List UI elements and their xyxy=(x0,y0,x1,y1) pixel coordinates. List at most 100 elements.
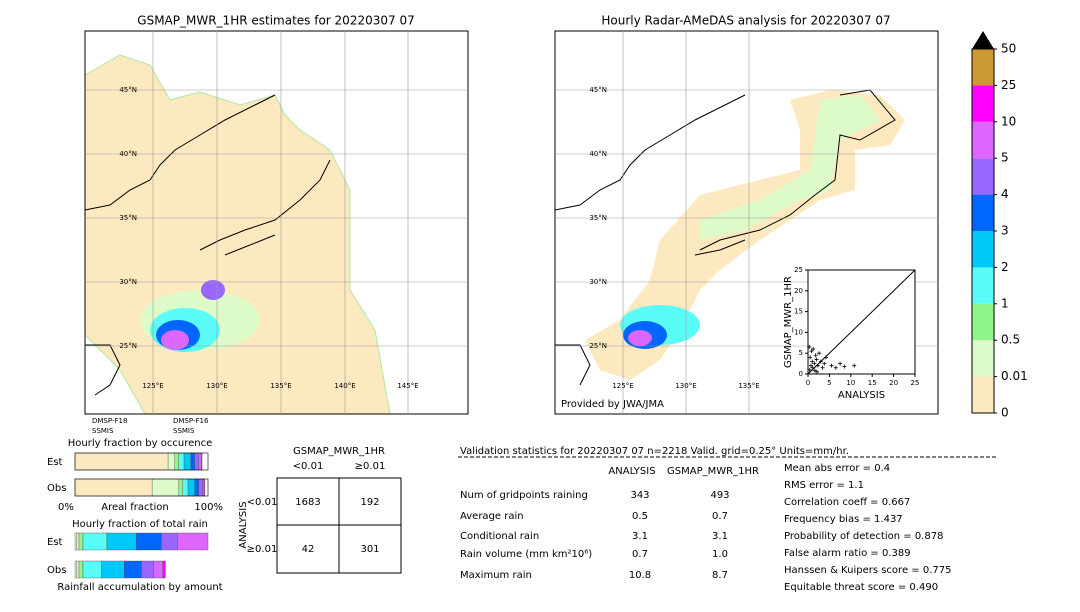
stat-value: 10.8 xyxy=(629,570,651,581)
fraction-segment xyxy=(194,478,199,497)
fraction-segment xyxy=(78,532,84,551)
fraction-segment xyxy=(177,532,209,551)
left-map xyxy=(84,30,469,415)
lon-label: 125°E xyxy=(142,382,163,390)
fraction-segment xyxy=(203,478,205,497)
stat-label: Maximum rain xyxy=(460,570,532,581)
fraction-segment xyxy=(153,560,163,579)
stat-value: 1.0 xyxy=(712,549,728,560)
sensor-label: DMSP-F18 xyxy=(92,417,127,425)
rain-area xyxy=(161,330,189,350)
fraction-segment xyxy=(78,560,84,579)
sensor-label: SSMIS xyxy=(92,427,114,435)
scatter-point xyxy=(815,363,820,368)
stat-value: 0.7 xyxy=(632,549,648,560)
lat-label: 45°N xyxy=(119,86,137,94)
colorbar-label: 50 xyxy=(1001,42,1016,56)
fraction-segment xyxy=(141,560,154,579)
map-frame xyxy=(554,30,939,415)
axis-label: Areal fraction xyxy=(101,502,168,513)
x-axis-label: ANALYSIS xyxy=(838,390,885,401)
y-axis-label: GSMAP_MWR_1HR xyxy=(783,276,794,368)
fraction-segment xyxy=(190,452,195,471)
scatter-point xyxy=(823,355,828,360)
y-tick-label: 10 xyxy=(794,328,803,336)
colorbar-bin xyxy=(972,158,994,195)
table-cell: 42 xyxy=(302,544,315,555)
stat-value: 3.1 xyxy=(632,531,648,542)
map-title: Hourly Radar-AMeDAS analysis for 2022030… xyxy=(601,14,890,28)
scatter-point xyxy=(842,364,847,369)
fraction-segment xyxy=(182,478,189,497)
fraction-segment xyxy=(183,452,191,471)
lon-label: 140°E xyxy=(334,382,355,390)
colorbar-label: 25 xyxy=(1001,78,1016,92)
col-header: GSMAP_MWR_1HR xyxy=(667,466,759,477)
row-label: Est xyxy=(47,537,63,548)
y-tick-label: 5 xyxy=(799,349,803,357)
colorbar-bin xyxy=(972,267,994,304)
fraction-segment xyxy=(167,452,175,471)
fraction-segment xyxy=(162,560,166,579)
colorbar-bin xyxy=(972,303,994,341)
bar-frame xyxy=(74,478,209,497)
col-label: ≥0.01 xyxy=(355,461,386,472)
scatter-point xyxy=(811,347,816,352)
credit: Provided by JWA/JMA xyxy=(561,399,664,410)
colorbar-bin xyxy=(972,231,994,268)
lon-label: 145°E xyxy=(397,382,418,390)
score: Correlation coeff = 0.667 xyxy=(784,497,910,508)
lat-label: 40°N xyxy=(589,150,607,158)
scatter-point xyxy=(814,357,819,362)
fraction-segment xyxy=(82,560,102,579)
stat-label: Conditional rain xyxy=(460,531,539,542)
score: Frequency bias = 1.437 xyxy=(784,514,903,525)
fraction-segment xyxy=(187,478,195,497)
table-cell: 192 xyxy=(360,497,379,508)
x-tick-label: 15 xyxy=(868,379,877,387)
lat-label: 45°N xyxy=(589,86,607,94)
stat-value: 343 xyxy=(630,490,649,501)
colorbar-bin xyxy=(972,85,994,122)
lon-label: 135°E xyxy=(270,382,291,390)
x-tick-label: 5 xyxy=(827,379,831,387)
x-tick-label: 25 xyxy=(911,379,920,387)
stat-value: 3.1 xyxy=(712,531,728,542)
score: RMS error = 1.1 xyxy=(784,480,864,491)
lon-label: 125°E xyxy=(612,382,633,390)
x-tick-label: 10 xyxy=(846,379,855,387)
colorbar-bin xyxy=(972,376,994,413)
lat-label: 25°N xyxy=(589,342,607,350)
colorbar-label: 2 xyxy=(1001,260,1009,274)
axis-label: 0% xyxy=(58,502,74,513)
fraction-segment xyxy=(174,452,179,471)
colorbar-label: 3 xyxy=(1001,224,1009,238)
x-tick-label: 0 xyxy=(806,379,810,387)
score: Mean abs error = 0.4 xyxy=(784,463,890,474)
row-label: Obs xyxy=(47,483,66,494)
stat-value: 0.5 xyxy=(632,511,648,522)
fraction-segment xyxy=(76,532,80,551)
colorbar-bin xyxy=(972,49,994,86)
lat-label: 35°N xyxy=(119,214,137,222)
fraction-segment xyxy=(82,532,108,551)
colorbar-label: 5 xyxy=(1001,151,1009,165)
scatter-point xyxy=(817,351,822,356)
fraction-segment xyxy=(178,452,185,471)
table-title: GSMAP_MWR_1HR xyxy=(293,446,385,457)
scatter-point xyxy=(833,365,838,370)
scatter-point xyxy=(810,359,815,364)
panel-title: Hourly fraction of total rain xyxy=(72,519,208,530)
scatter-point xyxy=(822,361,827,366)
stat-label: Rain volume (mm km²10⁶) xyxy=(460,549,592,560)
row-label: Obs xyxy=(47,565,66,576)
colorbar-label: 0 xyxy=(1001,406,1009,420)
coastline xyxy=(84,94,331,396)
lat-label: 25°N xyxy=(119,342,137,350)
scatter-point xyxy=(810,365,815,370)
axis-label: 100% xyxy=(194,502,223,513)
fraction-segment xyxy=(201,452,203,471)
sensor-label: DMSP-F16 xyxy=(173,417,209,425)
lon-label: 130°E xyxy=(675,382,696,390)
fraction-segment xyxy=(124,560,142,579)
